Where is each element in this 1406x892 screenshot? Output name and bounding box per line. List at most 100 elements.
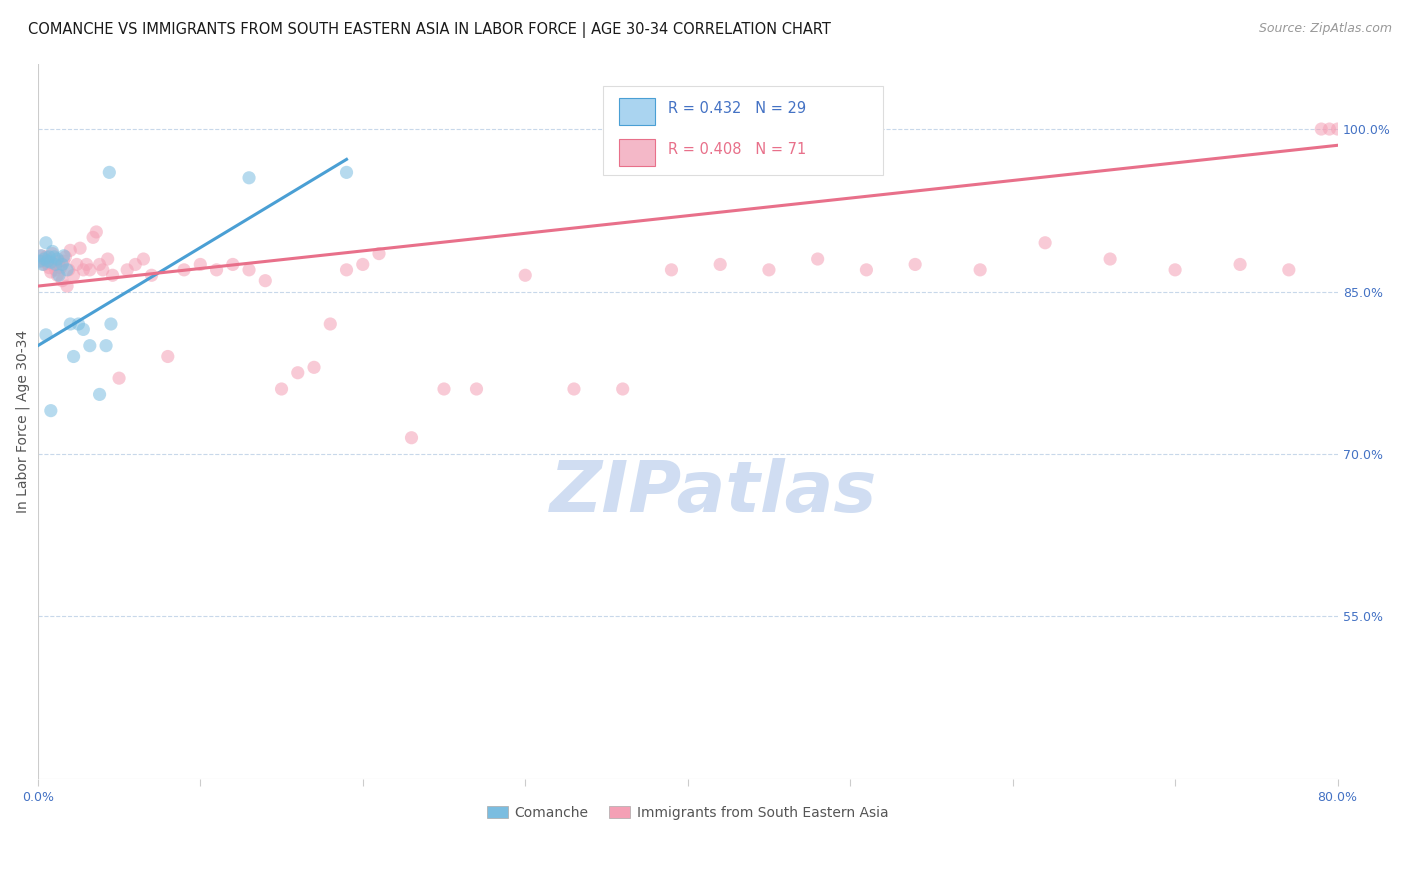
- Point: [465, 382, 488, 396]
- Point: [98, 165, 121, 179]
- Point: [515, 268, 537, 283]
- Point: [52, 249, 75, 263]
- Point: [115, 263, 138, 277]
- Point: [89, 257, 111, 271]
- Point: [238, 170, 260, 185]
- Point: [39, 403, 62, 417]
- Point: [238, 263, 260, 277]
- Point: [709, 257, 731, 271]
- Legend: Comanche, Immigrants from South Eastern Asia: Comanche, Immigrants from South Eastern …: [481, 800, 894, 826]
- Point: [42, 250, 65, 264]
- Point: [34, 257, 56, 271]
- Point: [59, 317, 82, 331]
- Point: [82, 230, 104, 244]
- FancyBboxPatch shape: [603, 86, 883, 175]
- Point: [807, 252, 830, 266]
- Point: [222, 257, 245, 271]
- Point: [156, 350, 179, 364]
- Point: [51, 257, 73, 271]
- Point: [319, 317, 342, 331]
- Point: [76, 257, 98, 271]
- Point: [35, 235, 58, 250]
- Point: [1033, 235, 1056, 250]
- Point: [141, 268, 163, 283]
- Point: [66, 257, 89, 271]
- Point: [969, 263, 991, 277]
- Point: [270, 382, 292, 396]
- Text: COMANCHE VS IMMIGRANTS FROM SOUTH EASTERN ASIA IN LABOR FORCE | AGE 30-34 CORREL: COMANCHE VS IMMIGRANTS FROM SOUTH EASTER…: [28, 22, 831, 38]
- Point: [41, 246, 63, 260]
- Point: [562, 382, 585, 396]
- Point: [205, 263, 228, 277]
- Point: [108, 371, 131, 385]
- FancyBboxPatch shape: [619, 139, 655, 166]
- Point: [1326, 122, 1348, 136]
- Point: [72, 322, 94, 336]
- Point: [612, 382, 634, 396]
- Point: [79, 339, 101, 353]
- Point: [173, 263, 195, 277]
- Point: [62, 268, 84, 283]
- Point: [45, 257, 67, 271]
- Point: [42, 257, 65, 271]
- Point: [433, 382, 456, 396]
- Point: [35, 327, 58, 342]
- Point: [38, 260, 60, 275]
- Point: [39, 255, 62, 269]
- Point: [48, 268, 70, 283]
- Point: [100, 317, 122, 331]
- Point: [46, 252, 69, 266]
- Point: [28, 254, 51, 268]
- Point: [352, 257, 374, 271]
- Y-axis label: In Labor Force | Age 30-34: In Labor Force | Age 30-34: [15, 330, 30, 513]
- Point: [46, 268, 69, 283]
- Text: R = 0.408   N = 71: R = 0.408 N = 71: [668, 143, 807, 157]
- Point: [62, 350, 84, 364]
- Point: [855, 263, 877, 277]
- Point: [58, 263, 80, 277]
- Text: R = 0.432   N = 29: R = 0.432 N = 29: [668, 101, 806, 116]
- Text: Source: ZipAtlas.com: Source: ZipAtlas.com: [1258, 22, 1392, 36]
- Point: [254, 274, 277, 288]
- Point: [904, 257, 927, 271]
- Point: [1229, 257, 1251, 271]
- Point: [1164, 263, 1187, 277]
- Point: [89, 387, 111, 401]
- Point: [79, 263, 101, 277]
- Point: [94, 339, 117, 353]
- Point: [661, 263, 683, 277]
- Point: [37, 254, 59, 268]
- Point: [72, 263, 94, 277]
- Point: [30, 249, 52, 263]
- Point: [1099, 252, 1122, 266]
- Point: [335, 263, 357, 277]
- Point: [287, 366, 309, 380]
- Point: [1278, 263, 1301, 277]
- Point: [52, 254, 75, 268]
- Point: [35, 250, 58, 264]
- Point: [34, 252, 56, 266]
- Point: [69, 241, 91, 255]
- Point: [31, 254, 53, 268]
- FancyBboxPatch shape: [619, 97, 655, 125]
- Point: [124, 257, 146, 271]
- Point: [37, 256, 59, 270]
- Point: [758, 263, 780, 277]
- Point: [1319, 122, 1341, 136]
- Point: [56, 263, 79, 277]
- Point: [48, 254, 70, 268]
- Point: [59, 244, 82, 258]
- Point: [302, 360, 325, 375]
- Point: [401, 431, 423, 445]
- Point: [132, 252, 155, 266]
- Point: [38, 250, 60, 264]
- Point: [91, 263, 114, 277]
- Text: ZIPatlas: ZIPatlas: [550, 458, 877, 527]
- Point: [55, 250, 77, 264]
- Point: [41, 244, 63, 259]
- Point: [39, 265, 62, 279]
- Point: [67, 317, 90, 331]
- Point: [86, 225, 108, 239]
- Point: [49, 260, 72, 275]
- Point: [56, 279, 79, 293]
